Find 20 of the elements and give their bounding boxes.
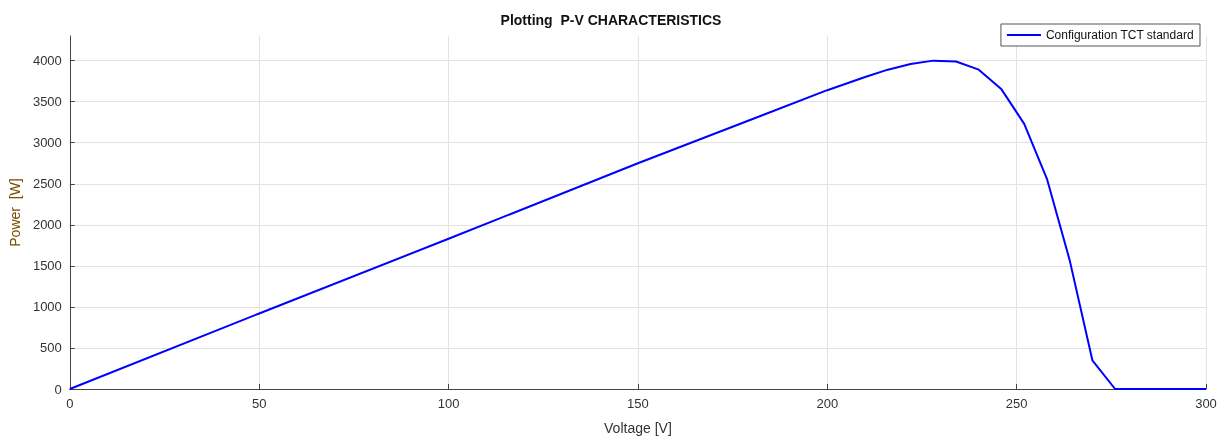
x-tick-label: 300 xyxy=(1195,396,1217,411)
y-tick-label: 3500 xyxy=(32,94,62,110)
x-tick-label: 0 xyxy=(66,396,74,411)
x-tick-label: 150 xyxy=(627,396,649,411)
y-tick-label: 1500 xyxy=(32,258,62,274)
y-tick-label: 500 xyxy=(40,340,62,356)
x-axis-title: Voltage [V] xyxy=(604,420,672,436)
y-tick-label: 4000 xyxy=(32,53,62,69)
y-tick-label: 2500 xyxy=(32,176,62,192)
x-tick-label: 200 xyxy=(816,396,839,411)
y-tick-label: 1000 xyxy=(32,299,62,315)
x-tick-label: 50 xyxy=(251,396,267,411)
y-tick-label: 3000 xyxy=(32,135,62,151)
y-tick-label: 2000 xyxy=(32,217,62,233)
y-tick-label: 0 xyxy=(54,381,62,397)
y-axis-title: Power [W] xyxy=(7,178,23,247)
x-tick-label: 250 xyxy=(1005,396,1028,411)
x-tick-label: 100 xyxy=(437,396,460,411)
legend-label: Configuration TCT standard xyxy=(1045,28,1194,42)
chart-title: Plotting P-V CHARACTERISTICS xyxy=(500,12,722,28)
